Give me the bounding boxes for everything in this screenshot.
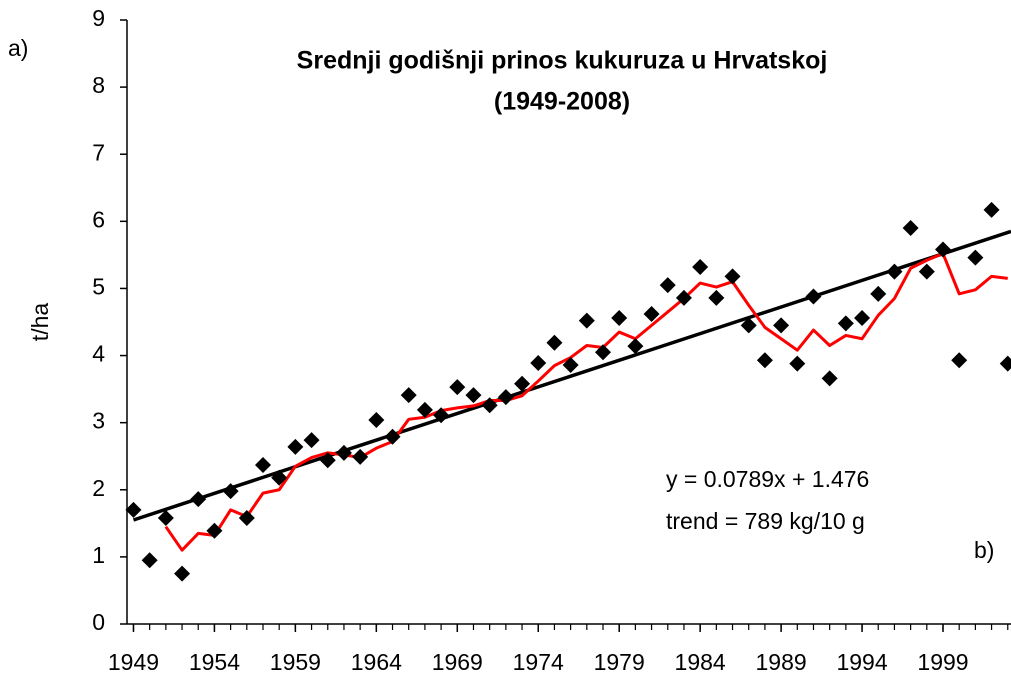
data-point bbox=[206, 522, 223, 539]
data-point bbox=[692, 258, 709, 275]
data-point bbox=[497, 389, 514, 406]
x-tick-label: 1949 bbox=[108, 649, 159, 675]
data-point bbox=[789, 355, 806, 372]
data-point bbox=[157, 509, 174, 526]
data-point bbox=[886, 263, 903, 280]
data-point bbox=[805, 288, 822, 305]
data-point bbox=[141, 552, 158, 569]
data-point bbox=[595, 344, 611, 361]
data-point bbox=[481, 397, 498, 414]
annotation: b) bbox=[974, 537, 994, 563]
data-point bbox=[303, 432, 320, 449]
data-point bbox=[643, 305, 660, 322]
y-tick-label: 2 bbox=[92, 475, 105, 501]
y-tick-label: 7 bbox=[92, 139, 105, 165]
data-point bbox=[416, 401, 433, 418]
y-tick-label: 3 bbox=[92, 408, 105, 434]
data-point bbox=[546, 334, 563, 351]
data-point bbox=[433, 407, 450, 424]
x-tick-label: 1999 bbox=[917, 649, 968, 675]
data-point bbox=[562, 356, 579, 373]
x-tick-label: 1959 bbox=[270, 649, 321, 675]
data-point bbox=[222, 483, 239, 500]
data-point bbox=[368, 411, 385, 428]
data-point bbox=[773, 317, 790, 334]
data-point bbox=[708, 289, 725, 306]
chart-title: Srednji godišnji prinos kukuruza u Hrvat… bbox=[297, 47, 828, 75]
data-point bbox=[578, 312, 595, 329]
x-tick-label: 1989 bbox=[756, 649, 807, 675]
data-point bbox=[821, 370, 838, 387]
data-point bbox=[627, 338, 644, 355]
data-point bbox=[190, 491, 207, 508]
data-point bbox=[935, 241, 951, 258]
data-point bbox=[854, 309, 871, 326]
y-tick-label: 9 bbox=[92, 5, 105, 31]
data-point bbox=[238, 509, 255, 526]
data-point bbox=[174, 565, 191, 582]
data-point bbox=[319, 452, 336, 469]
data-point bbox=[740, 317, 757, 334]
y-tick-label: 4 bbox=[92, 341, 105, 367]
x-tick-label: 1964 bbox=[351, 649, 402, 675]
data-point bbox=[449, 379, 466, 396]
annotation: a) bbox=[8, 35, 28, 61]
data-point bbox=[530, 354, 547, 371]
x-tick-label: 1994 bbox=[836, 649, 887, 675]
trend-line bbox=[132, 229, 1011, 522]
y-axis-label: t/ha bbox=[27, 303, 53, 342]
x-tick-label: 1984 bbox=[675, 649, 726, 675]
x-tick-label: 1954 bbox=[189, 649, 240, 675]
data-point bbox=[255, 456, 271, 473]
data-point bbox=[724, 268, 741, 285]
data-point bbox=[384, 428, 401, 445]
data-point bbox=[352, 448, 369, 465]
data-point bbox=[465, 387, 482, 404]
x-tick-label: 1969 bbox=[432, 649, 483, 675]
data-point bbox=[983, 201, 1000, 218]
data-point bbox=[870, 285, 887, 302]
annotation: y = 0.0789x + 1.476 bbox=[666, 466, 869, 492]
data-point bbox=[951, 352, 968, 369]
data-point bbox=[659, 277, 676, 294]
data-point bbox=[514, 375, 531, 392]
chart-title: (1949-2008) bbox=[494, 88, 630, 116]
data-point bbox=[918, 263, 935, 280]
data-point bbox=[756, 352, 773, 369]
data-point bbox=[967, 249, 984, 266]
data-point bbox=[999, 355, 1011, 372]
y-tick-label: 6 bbox=[92, 206, 105, 232]
data-point bbox=[837, 315, 854, 332]
x-tick-label: 1974 bbox=[513, 649, 564, 675]
y-tick-label: 0 bbox=[92, 609, 105, 635]
data-point bbox=[902, 220, 919, 237]
x-tick-label: 1979 bbox=[594, 649, 645, 675]
data-point bbox=[335, 444, 352, 461]
data-point bbox=[611, 309, 628, 326]
data-point bbox=[675, 289, 692, 306]
data-point bbox=[400, 387, 417, 404]
data-point bbox=[287, 438, 304, 455]
annotation: trend = 789 kg/10 g bbox=[666, 508, 865, 534]
y-tick-label: 5 bbox=[92, 274, 105, 300]
data-point bbox=[271, 469, 288, 486]
data-point bbox=[125, 501, 142, 518]
moving-average-line bbox=[164, 252, 1008, 552]
y-tick-label: 8 bbox=[92, 72, 105, 98]
y-tick-label: 1 bbox=[92, 542, 105, 568]
